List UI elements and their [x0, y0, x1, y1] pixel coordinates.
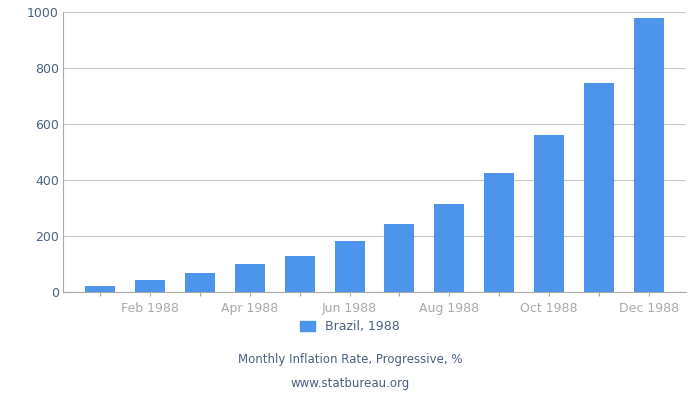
- Bar: [235, 264, 265, 292]
- Bar: [434, 204, 464, 292]
- Bar: [384, 224, 414, 292]
- Bar: [85, 286, 116, 292]
- Bar: [634, 18, 664, 292]
- Bar: [135, 280, 165, 292]
- Text: Monthly Inflation Rate, Progressive, %: Monthly Inflation Rate, Progressive, %: [238, 354, 462, 366]
- Bar: [584, 83, 614, 292]
- Legend: Brazil, 1988: Brazil, 1988: [300, 320, 400, 333]
- Bar: [285, 256, 315, 292]
- Text: www.statbureau.org: www.statbureau.org: [290, 378, 410, 390]
- Bar: [335, 241, 365, 292]
- Bar: [484, 173, 514, 292]
- Bar: [534, 135, 564, 292]
- Bar: [185, 273, 215, 292]
